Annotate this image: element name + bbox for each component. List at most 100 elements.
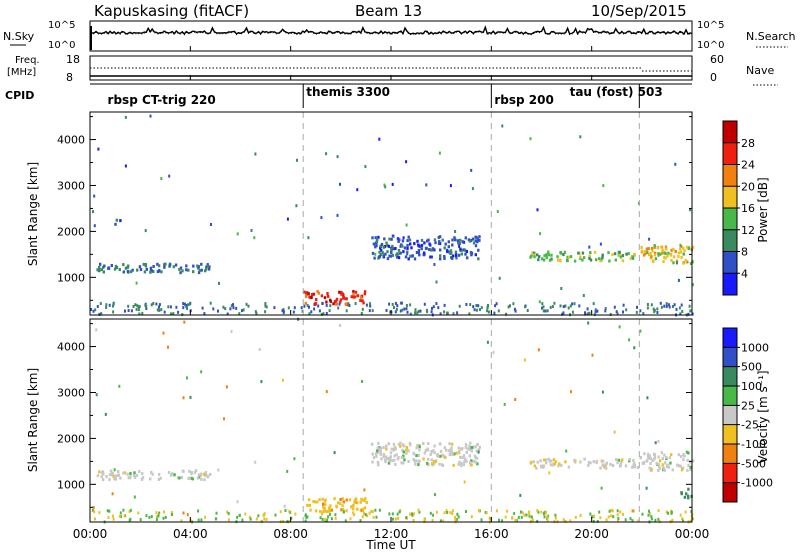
echo-cell <box>399 444 402 448</box>
ground-cell <box>562 311 565 315</box>
echo-cell <box>318 509 322 513</box>
power-colorbar: 4 8 12 16 20 24 28 <box>722 120 755 296</box>
echo-cell <box>686 468 689 472</box>
ground-cell <box>554 516 557 520</box>
echo-cell <box>477 248 480 252</box>
ground-cell <box>523 513 526 517</box>
sparse-cell <box>356 188 359 192</box>
echo-cell <box>383 237 386 241</box>
echo-cell <box>385 444 388 448</box>
echo-cell <box>466 447 469 451</box>
echo-cell <box>677 464 680 468</box>
sparse-cell <box>684 510 687 514</box>
ground-cell <box>514 518 517 522</box>
ground-cell <box>284 509 287 512</box>
echo-cell <box>390 447 393 451</box>
power-panel-bg <box>90 112 692 315</box>
echo-cell <box>458 242 461 245</box>
echo-cell <box>468 461 472 465</box>
velocity-colorbar-label: 25 <box>741 399 755 412</box>
echo-cell <box>330 508 333 512</box>
ground-cell <box>229 307 232 311</box>
echo-cell <box>460 461 463 465</box>
echo-cell <box>675 259 679 263</box>
echo-cell <box>677 453 681 457</box>
echo-cell <box>361 299 364 303</box>
ground-cell <box>337 306 340 310</box>
echo-cell <box>433 444 436 448</box>
echo-cell <box>407 235 410 239</box>
echo-cell <box>687 451 690 455</box>
echo-cell <box>337 501 340 505</box>
sparse-cell <box>633 346 636 350</box>
ground-cell <box>446 311 449 315</box>
echo-cell <box>397 442 401 446</box>
echo-cell <box>536 460 539 464</box>
echo-cell <box>531 251 534 255</box>
echo-cell <box>536 253 539 257</box>
sparse-cell <box>162 331 165 335</box>
echo-cell <box>691 459 695 463</box>
echo-cell <box>427 238 430 242</box>
ground-cell <box>185 304 188 307</box>
sparse-cell <box>236 500 239 504</box>
sparse-cell <box>402 236 405 240</box>
ground-cell <box>608 509 611 513</box>
echo-cell <box>581 251 585 255</box>
sparse-cell <box>632 509 635 513</box>
echo-cell <box>409 254 412 258</box>
echo-cell <box>324 503 327 507</box>
echo-cell <box>618 253 621 257</box>
echo-cell <box>457 253 461 257</box>
echo-cell <box>450 446 453 450</box>
ground-cell <box>530 519 532 523</box>
sparse-cell <box>519 493 522 497</box>
echo-cell <box>458 451 461 455</box>
echo-cell <box>406 246 409 250</box>
echo-cell <box>478 235 481 239</box>
echo-cell <box>549 258 552 262</box>
ground-cell <box>528 512 531 516</box>
echo-cell <box>112 474 115 478</box>
echo-cell <box>533 464 536 468</box>
echo-cell <box>101 470 105 474</box>
echo-cell <box>543 254 546 258</box>
ground-cell <box>150 515 153 519</box>
ground-cell <box>255 311 258 315</box>
echo-cell <box>662 260 665 264</box>
echo-cell <box>149 266 153 270</box>
echo-cell <box>432 449 435 453</box>
echo-cell <box>352 295 355 299</box>
echo-cell <box>616 461 619 465</box>
echo-cell <box>430 255 433 259</box>
echo-cell <box>180 475 183 479</box>
sparse-cell <box>689 208 692 212</box>
echo-cell <box>628 458 631 461</box>
sparse-cell <box>260 380 263 384</box>
ground-cell <box>667 511 669 515</box>
echo-cell <box>352 290 355 293</box>
echo-cell <box>679 250 683 254</box>
echo-cell <box>454 238 457 242</box>
velocity-dashed-lines <box>302 319 640 522</box>
ground-cell <box>325 312 328 315</box>
sparse-cell <box>333 451 336 455</box>
echo-cell <box>335 297 339 301</box>
ground-cell <box>212 307 215 311</box>
power-colorbar-swatch <box>723 273 737 295</box>
noise-right-tick-bottom: 10^0 <box>697 40 724 51</box>
echo-cell <box>423 253 426 257</box>
sparse-cell <box>602 184 605 188</box>
echo-cell <box>603 465 606 469</box>
echo-cell <box>386 250 389 254</box>
ground-cell <box>137 308 140 312</box>
ground-cell <box>96 305 99 308</box>
ground-cell <box>605 518 608 522</box>
echo-cell <box>397 456 400 459</box>
echo-cell <box>182 469 185 473</box>
ground-cell <box>487 310 490 314</box>
ground-cell <box>145 514 148 518</box>
nave-tick-bottom: 0 <box>710 71 717 84</box>
sparse-cell <box>676 261 678 265</box>
echo-cell <box>111 471 114 475</box>
